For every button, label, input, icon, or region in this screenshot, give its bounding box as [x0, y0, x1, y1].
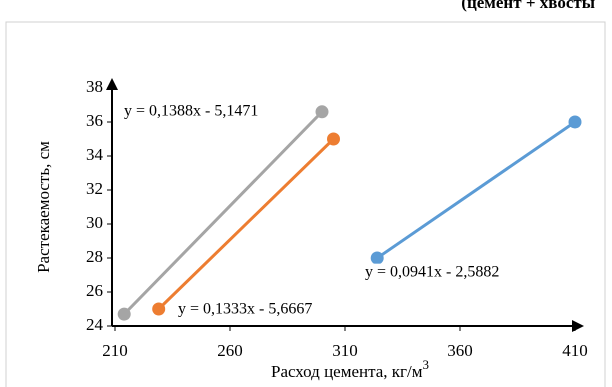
y-tick-label: 38: [86, 77, 103, 96]
x-axis-label: Расход цемента, кг/м3: [271, 357, 429, 381]
equation-bg: [122, 102, 261, 120]
point: [152, 302, 166, 316]
point: [327, 132, 340, 146]
point: [370, 251, 384, 265]
y-tick-label: 32: [86, 179, 103, 198]
equation-bg: [176, 300, 315, 318]
x-tick-label: 260: [217, 341, 243, 360]
x-tick-label: 210: [102, 341, 128, 360]
point: [117, 307, 131, 321]
x-axis-label-text: Расход цемента, кг/м: [271, 362, 423, 381]
x-tick-label: 310: [332, 341, 358, 360]
y-tick-label: 34: [86, 145, 104, 164]
series-line: [123, 110, 324, 316]
point: [568, 115, 582, 129]
equation-label: y = 0,0941x - 2,5882: [365, 264, 499, 281]
equation-label: y = 0,1333x - 5,6667: [178, 301, 312, 318]
y-tick-label: 30: [86, 213, 103, 232]
x-axis-label-sup: 3: [423, 357, 430, 372]
y-tick-label: 28: [86, 247, 103, 266]
equation-label: y = 0,1388x - 5,1471: [124, 103, 258, 120]
x-tick-label: 410: [562, 341, 588, 360]
y-tick-label: 36: [86, 111, 103, 130]
point: [315, 105, 329, 119]
y-tick-label: 26: [86, 281, 103, 300]
chart-title: (цемент + хвосты: [461, 0, 595, 12]
equation-bg: [363, 263, 502, 281]
y-axis-label: Растекаемость, см: [34, 141, 53, 273]
y-tick-label: 24: [86, 315, 104, 334]
series-line: [376, 120, 576, 260]
series-line: [157, 137, 335, 311]
y-axis-arrow: [106, 78, 118, 90]
x-tick-label: 360: [447, 341, 473, 360]
